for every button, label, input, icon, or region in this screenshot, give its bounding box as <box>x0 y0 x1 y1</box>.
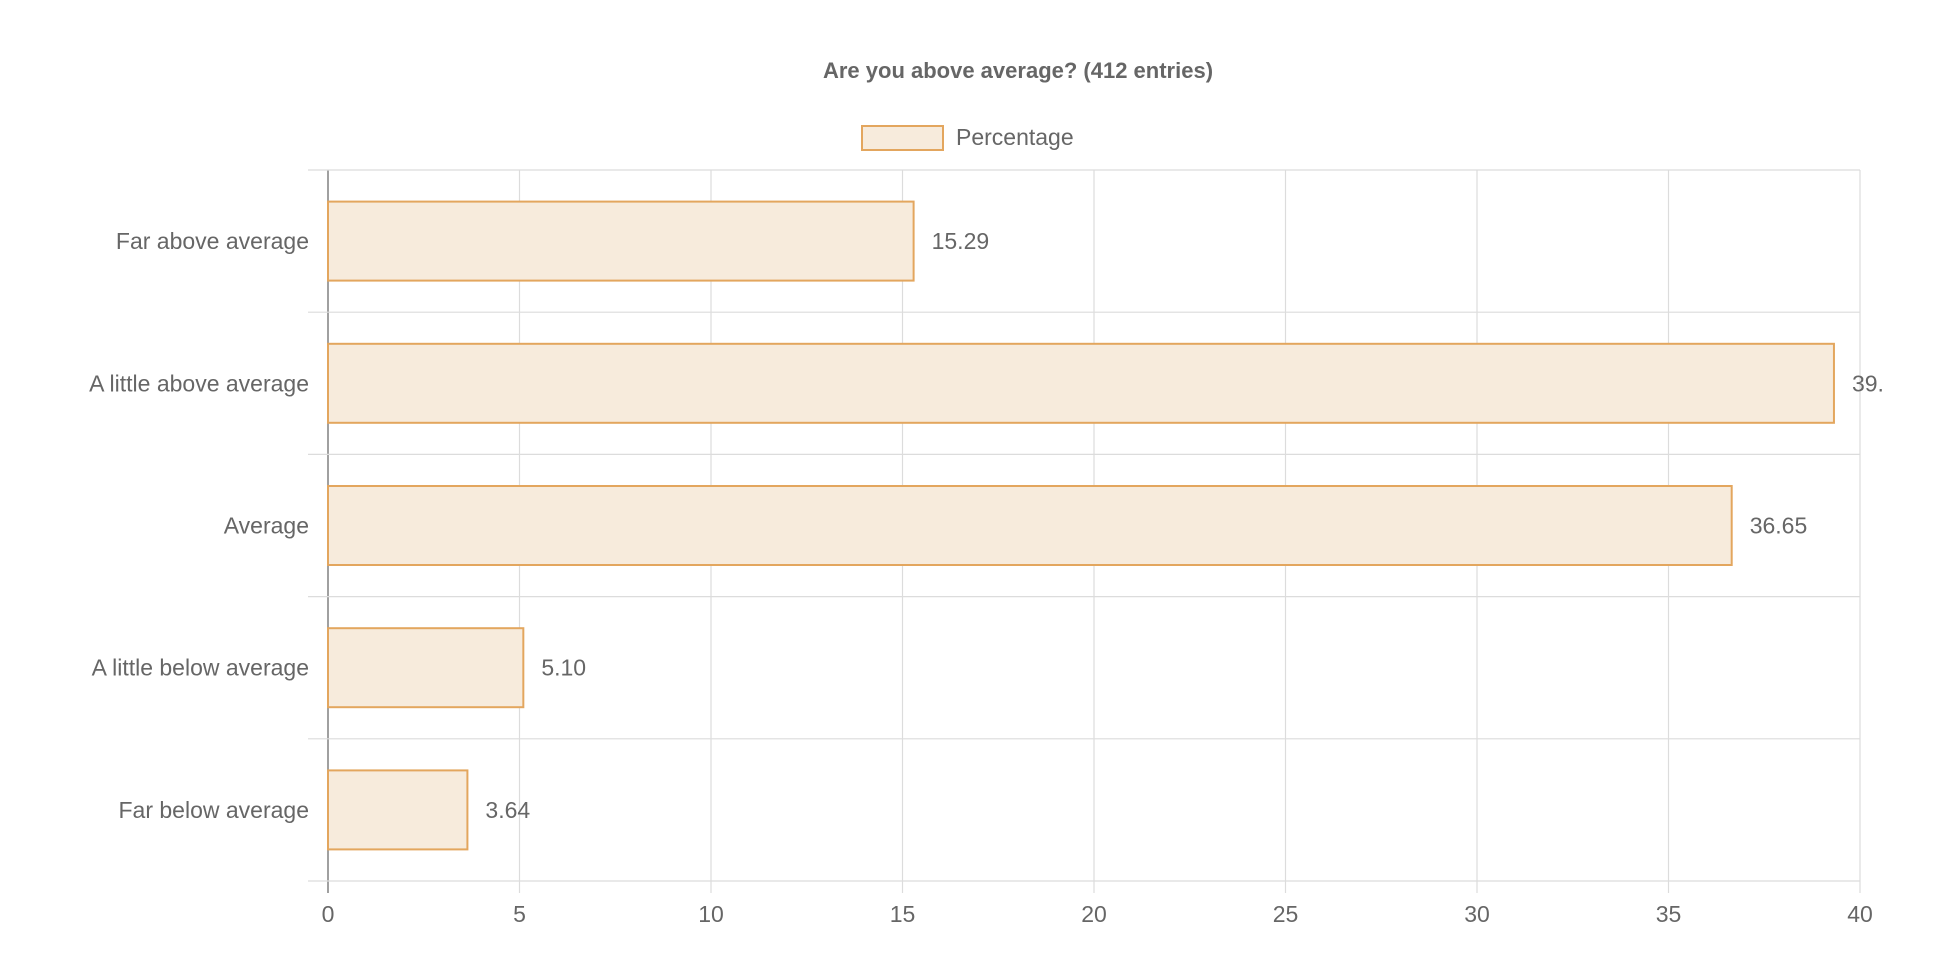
x-tick-label: 20 <box>1081 901 1107 927</box>
bar[interactable] <box>327 485 1733 566</box>
x-tick-label: 35 <box>1656 901 1682 927</box>
category-label: Average <box>224 513 309 539</box>
x-tick-label: 10 <box>698 901 724 927</box>
category-label: Far above average <box>116 228 309 254</box>
category-label: A little above average <box>89 370 309 396</box>
legend-label: Percentage <box>956 124 1074 150</box>
category-labels: Far above average A little above average A… <box>89 228 309 823</box>
x-tick-label: 0 <box>322 901 335 927</box>
value-label: 36.65 <box>1750 513 1808 539</box>
legend[interactable]: Percentage <box>861 124 1074 151</box>
value-label: 3.64 <box>485 797 530 823</box>
category-label: A little below average <box>92 655 309 681</box>
value-label: 5.10 <box>541 655 586 681</box>
category-label: Far below average <box>119 797 310 823</box>
value-label: 39. <box>1852 370 1884 396</box>
x-tick-label: 25 <box>1273 901 1299 927</box>
bar[interactable] <box>327 627 525 709</box>
x-tick-label: 40 <box>1847 901 1873 927</box>
bar[interactable] <box>327 200 915 282</box>
value-labels: 15.29 39. 36.65 5.10 3.64 <box>485 228 1884 823</box>
x-tick-label: 30 <box>1464 901 1490 927</box>
bar[interactable] <box>327 769 469 851</box>
x-tick-label: 15 <box>890 901 916 927</box>
bar[interactable] <box>327 342 1835 424</box>
bars <box>327 200 1835 851</box>
value-label: 15.29 <box>932 228 990 254</box>
x-axis-ticks: 0 5 10 15 20 25 30 35 40 <box>322 901 1873 927</box>
legend-swatch <box>861 125 944 151</box>
x-tick-label: 5 <box>513 901 526 927</box>
chart-title: Are you above average? (412 entries) <box>823 58 1213 83</box>
